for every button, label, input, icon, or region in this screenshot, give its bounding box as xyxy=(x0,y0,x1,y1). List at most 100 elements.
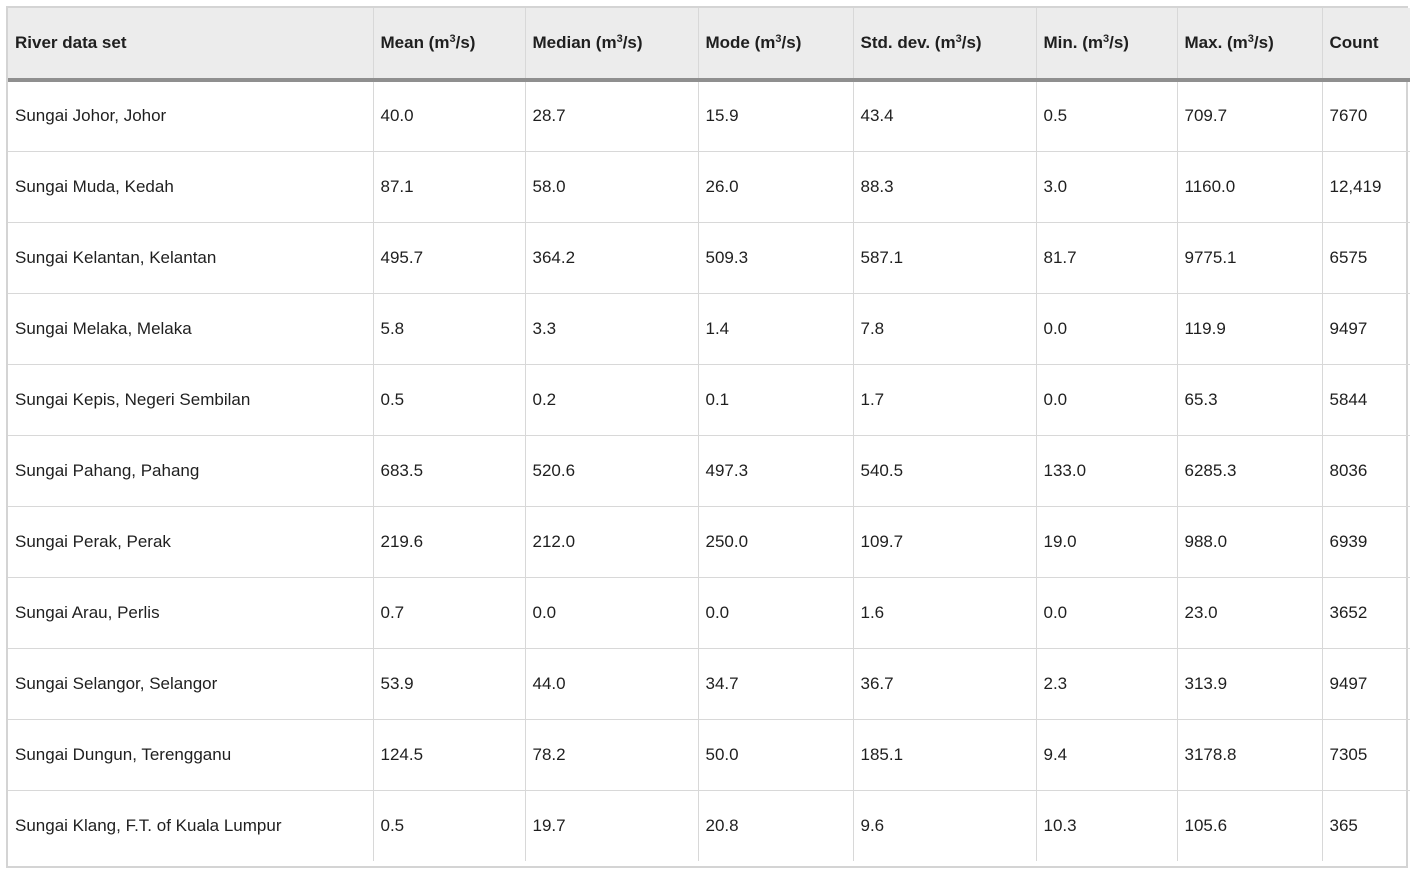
cell-std-dev: 36.7 xyxy=(853,648,1037,720)
cell-count: 12,419 xyxy=(1322,151,1410,223)
cell-mean: 219.6 xyxy=(373,506,526,578)
table-row: Sungai Arau, Perlis 0.7 0.0 0.0 1.6 0.0 23.0 36… xyxy=(8,577,1410,649)
table-row: Sungai Johor, Johor 40.0 28.7 15.9 43.4 0.5 70… xyxy=(8,80,1410,152)
table-header-row: River data set Mean (m3/s) Median (m3/s) Mo… xyxy=(8,8,1410,82)
cell-max: 23.0 xyxy=(1177,577,1323,649)
cell-min: 0.0 xyxy=(1036,293,1178,365)
cell-max: 1160.0 xyxy=(1177,151,1323,223)
cell-mode: 497.3 xyxy=(698,435,854,507)
cell-mode: 50.0 xyxy=(698,719,854,791)
cell-std-dev: 1.7 xyxy=(853,364,1037,436)
header-count: Count xyxy=(1322,8,1410,82)
cell-max: 988.0 xyxy=(1177,506,1323,578)
table-row: Sungai Melaka, Melaka 5.8 3.3 1.4 7.8 0.0 119.… xyxy=(8,293,1410,365)
cell-std-dev: 587.1 xyxy=(853,222,1037,294)
header-mean: Mean (m3/s) xyxy=(373,8,526,82)
cell-std-dev: 43.4 xyxy=(853,80,1037,152)
cell-std-dev: 1.6 xyxy=(853,577,1037,649)
cell-mean: 40.0 xyxy=(373,80,526,152)
header-label: Mode (m xyxy=(705,33,776,52)
table-row: Sungai Dungun, Terengganu 124.5 78.2 50.0 18… xyxy=(8,719,1410,791)
cell-max: 65.3 xyxy=(1177,364,1323,436)
cell-mode: 1.4 xyxy=(698,293,854,365)
cell-river: Sungai Kelantan, Kelantan xyxy=(8,222,374,294)
cell-median: 3.3 xyxy=(525,293,699,365)
table-row: Sungai Selangor, Selangor 53.9 44.0 34.7 36.… xyxy=(8,648,1410,720)
cell-std-dev: 109.7 xyxy=(853,506,1037,578)
header-label: Mean (m xyxy=(380,33,450,52)
header-unit-suffix: /s) xyxy=(1109,33,1129,52)
cell-mean: 5.8 xyxy=(373,293,526,365)
table-row: Sungai Perak, Perak 219.6 212.0 250.0 109.7 1… xyxy=(8,506,1410,578)
cell-river: Sungai Selangor, Selangor xyxy=(8,648,374,720)
cell-max: 313.9 xyxy=(1177,648,1323,720)
cell-mean: 495.7 xyxy=(373,222,526,294)
cell-median: 44.0 xyxy=(525,648,699,720)
header-unit-suffix: /s) xyxy=(961,33,982,52)
cell-std-dev: 7.8 xyxy=(853,293,1037,365)
header-unit-suffix: /s) xyxy=(1253,33,1274,52)
cell-median: 212.0 xyxy=(525,506,699,578)
table-row: Sungai Pahang, Pahang 683.5 520.6 497.3 540.… xyxy=(8,435,1410,507)
cell-mean: 53.9 xyxy=(373,648,526,720)
header-median: Median (m3/s) xyxy=(525,8,699,82)
table-body: Sungai Johor, Johor 40.0 28.7 15.9 43.4 0.5 70… xyxy=(8,80,1410,861)
cell-count: 6575 xyxy=(1322,222,1410,294)
cell-count: 3652 xyxy=(1322,577,1410,649)
header-river-data-set: River data set xyxy=(8,8,374,82)
cell-std-dev: 9.6 xyxy=(853,790,1037,861)
cell-min: 19.0 xyxy=(1036,506,1178,578)
cell-count: 9497 xyxy=(1322,293,1410,365)
header-min: Min. (m3/s) xyxy=(1036,8,1178,82)
header-unit-exponent: 3 xyxy=(449,33,456,45)
cell-min: 10.3 xyxy=(1036,790,1178,861)
cell-river: Sungai Dungun, Terengganu xyxy=(8,719,374,791)
cell-min: 133.0 xyxy=(1036,435,1178,507)
header-label: Min. (m xyxy=(1043,33,1104,52)
table-row: Sungai Klang, F.T. of Kuala Lumpur 0.5 19.… xyxy=(8,790,1410,861)
cell-river: Sungai Johor, Johor xyxy=(8,80,374,152)
cell-median: 364.2 xyxy=(525,222,699,294)
cell-mode: 34.7 xyxy=(698,648,854,720)
cell-count: 365 xyxy=(1329,815,1358,835)
cell-mean: 683.5 xyxy=(373,435,526,507)
cell-std-dev: 88.3 xyxy=(853,151,1037,223)
cell-max: 119.9 xyxy=(1177,293,1323,365)
cell-river: Sungai Melaka, Melaka xyxy=(8,293,374,365)
table-row: Sungai Muda, Kedah 87.1 58.0 26.0 88.3 3.0 116… xyxy=(8,151,1410,223)
cell-mode: 0.0 xyxy=(698,577,854,649)
cell-max: 6285.3 xyxy=(1177,435,1323,507)
cell-mode: 250.0 xyxy=(698,506,854,578)
cell-mean: 87.1 xyxy=(373,151,526,223)
header-unit-exponent: 3 xyxy=(1247,33,1254,45)
table-row: Sungai Kelantan, Kelantan 495.7 364.2 509.3… xyxy=(8,222,1410,294)
header-mode: Mode (m3/s) xyxy=(698,8,854,82)
header-label: Std. dev. (m xyxy=(860,33,956,52)
cell-river: Sungai Pahang, Pahang xyxy=(8,435,374,507)
cell-river: Sungai Muda, Kedah xyxy=(8,151,374,223)
cell-std-dev: 185.1 xyxy=(853,719,1037,791)
header-unit-suffix: /s) xyxy=(781,33,802,52)
cell-median: 19.7 xyxy=(525,790,699,861)
header-unit-exponent: 3 xyxy=(616,33,623,45)
cell-mode: 0.1 xyxy=(698,364,854,436)
cell-river: Sungai Kepis, Negeri Sembilan xyxy=(8,364,374,436)
cell-mode: 20.8 xyxy=(698,790,854,861)
cell-mean: 124.5 xyxy=(373,719,526,791)
river-data-table-container: River data set Mean (m3/s) Median (m3/s) Mo… xyxy=(6,6,1410,868)
cell-std-dev: 540.5 xyxy=(853,435,1037,507)
header-unit-suffix: /s) xyxy=(455,33,476,52)
cell-median: 0.2 xyxy=(525,364,699,436)
cell-count: 7670 xyxy=(1322,80,1410,152)
cell-river: Sungai Arau, Perlis xyxy=(8,577,374,649)
cell-median: 58.0 xyxy=(525,151,699,223)
cell-min: 81.7 xyxy=(1036,222,1178,294)
cell-count: 8036 xyxy=(1322,435,1410,507)
cell-min: 3.0 xyxy=(1036,151,1178,223)
cell-mode: 26.0 xyxy=(698,151,854,223)
cell-min: 0.5 xyxy=(1036,80,1178,152)
cell-count: 5844 xyxy=(1322,364,1410,436)
header-unit-exponent: 3 xyxy=(775,33,782,45)
cell-count: 6939 xyxy=(1322,506,1410,578)
cell-max: 105.6 xyxy=(1177,790,1323,861)
